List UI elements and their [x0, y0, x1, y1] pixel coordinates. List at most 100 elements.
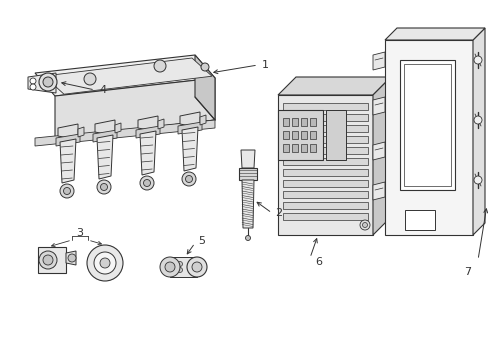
- Circle shape: [100, 258, 110, 268]
- Bar: [283, 158, 367, 165]
- Polygon shape: [115, 123, 121, 133]
- Polygon shape: [60, 139, 76, 183]
- Bar: [301, 144, 306, 152]
- Bar: [301, 131, 306, 139]
- Polygon shape: [372, 142, 384, 160]
- Circle shape: [362, 222, 367, 228]
- Circle shape: [177, 261, 182, 266]
- Circle shape: [160, 257, 180, 277]
- Polygon shape: [472, 28, 484, 235]
- Circle shape: [201, 63, 208, 71]
- Polygon shape: [97, 135, 113, 179]
- Polygon shape: [95, 120, 115, 136]
- Text: 5: 5: [198, 236, 204, 246]
- Text: 6: 6: [314, 257, 321, 267]
- Bar: [283, 144, 288, 152]
- Polygon shape: [78, 127, 84, 137]
- Circle shape: [101, 184, 107, 190]
- Text: 2: 2: [274, 208, 282, 218]
- Circle shape: [43, 77, 53, 87]
- Polygon shape: [372, 77, 390, 235]
- Circle shape: [473, 176, 481, 184]
- Polygon shape: [200, 115, 205, 125]
- Circle shape: [97, 180, 111, 194]
- Bar: [283, 213, 367, 220]
- Polygon shape: [56, 134, 80, 146]
- Polygon shape: [93, 130, 117, 142]
- Polygon shape: [182, 127, 198, 171]
- Circle shape: [164, 262, 175, 272]
- Bar: [399, 60, 454, 190]
- Polygon shape: [58, 124, 78, 140]
- Polygon shape: [140, 131, 156, 175]
- Bar: [404, 210, 434, 230]
- Polygon shape: [278, 95, 372, 235]
- Bar: [291, 118, 297, 126]
- Text: 4: 4: [99, 85, 106, 95]
- Bar: [301, 118, 306, 126]
- Circle shape: [177, 267, 182, 273]
- Polygon shape: [241, 150, 254, 168]
- Text: 7: 7: [464, 267, 470, 277]
- Circle shape: [359, 220, 369, 230]
- Polygon shape: [242, 180, 253, 228]
- Polygon shape: [180, 112, 200, 128]
- Bar: [283, 169, 367, 176]
- Polygon shape: [372, 97, 384, 115]
- Polygon shape: [28, 73, 56, 93]
- Circle shape: [154, 60, 165, 72]
- Polygon shape: [35, 55, 215, 96]
- Polygon shape: [158, 119, 163, 129]
- Polygon shape: [66, 251, 76, 265]
- Bar: [309, 131, 315, 139]
- Polygon shape: [136, 126, 160, 138]
- Circle shape: [43, 255, 53, 265]
- Polygon shape: [38, 247, 66, 273]
- Polygon shape: [178, 122, 202, 134]
- Circle shape: [60, 184, 74, 198]
- Circle shape: [84, 73, 96, 85]
- Circle shape: [192, 262, 202, 272]
- Circle shape: [63, 188, 70, 194]
- Polygon shape: [44, 58, 212, 94]
- Circle shape: [140, 176, 154, 190]
- Bar: [291, 144, 297, 152]
- Text: 1: 1: [262, 60, 268, 70]
- Bar: [403, 64, 450, 186]
- Polygon shape: [372, 52, 384, 70]
- Circle shape: [39, 73, 57, 91]
- Text: 3: 3: [76, 228, 83, 238]
- Polygon shape: [278, 77, 390, 95]
- Bar: [283, 114, 367, 121]
- Circle shape: [473, 116, 481, 124]
- Bar: [283, 103, 367, 110]
- Circle shape: [30, 84, 36, 90]
- Bar: [283, 180, 367, 187]
- Bar: [309, 118, 315, 126]
- Bar: [283, 191, 367, 198]
- Circle shape: [185, 175, 192, 183]
- Polygon shape: [170, 257, 197, 277]
- Circle shape: [473, 56, 481, 64]
- Bar: [283, 147, 367, 154]
- Bar: [325, 110, 346, 160]
- Circle shape: [39, 251, 57, 269]
- Circle shape: [30, 78, 36, 84]
- Polygon shape: [384, 40, 472, 235]
- Bar: [283, 125, 367, 132]
- Polygon shape: [278, 110, 323, 160]
- Bar: [283, 136, 367, 143]
- Bar: [283, 202, 367, 209]
- Circle shape: [87, 245, 123, 281]
- Circle shape: [143, 180, 150, 186]
- Circle shape: [68, 254, 76, 262]
- Circle shape: [182, 172, 196, 186]
- Bar: [283, 118, 288, 126]
- Bar: [291, 131, 297, 139]
- Bar: [309, 144, 315, 152]
- Polygon shape: [384, 28, 484, 40]
- Polygon shape: [195, 55, 215, 120]
- Circle shape: [94, 252, 116, 274]
- Polygon shape: [138, 116, 158, 132]
- Polygon shape: [372, 182, 384, 200]
